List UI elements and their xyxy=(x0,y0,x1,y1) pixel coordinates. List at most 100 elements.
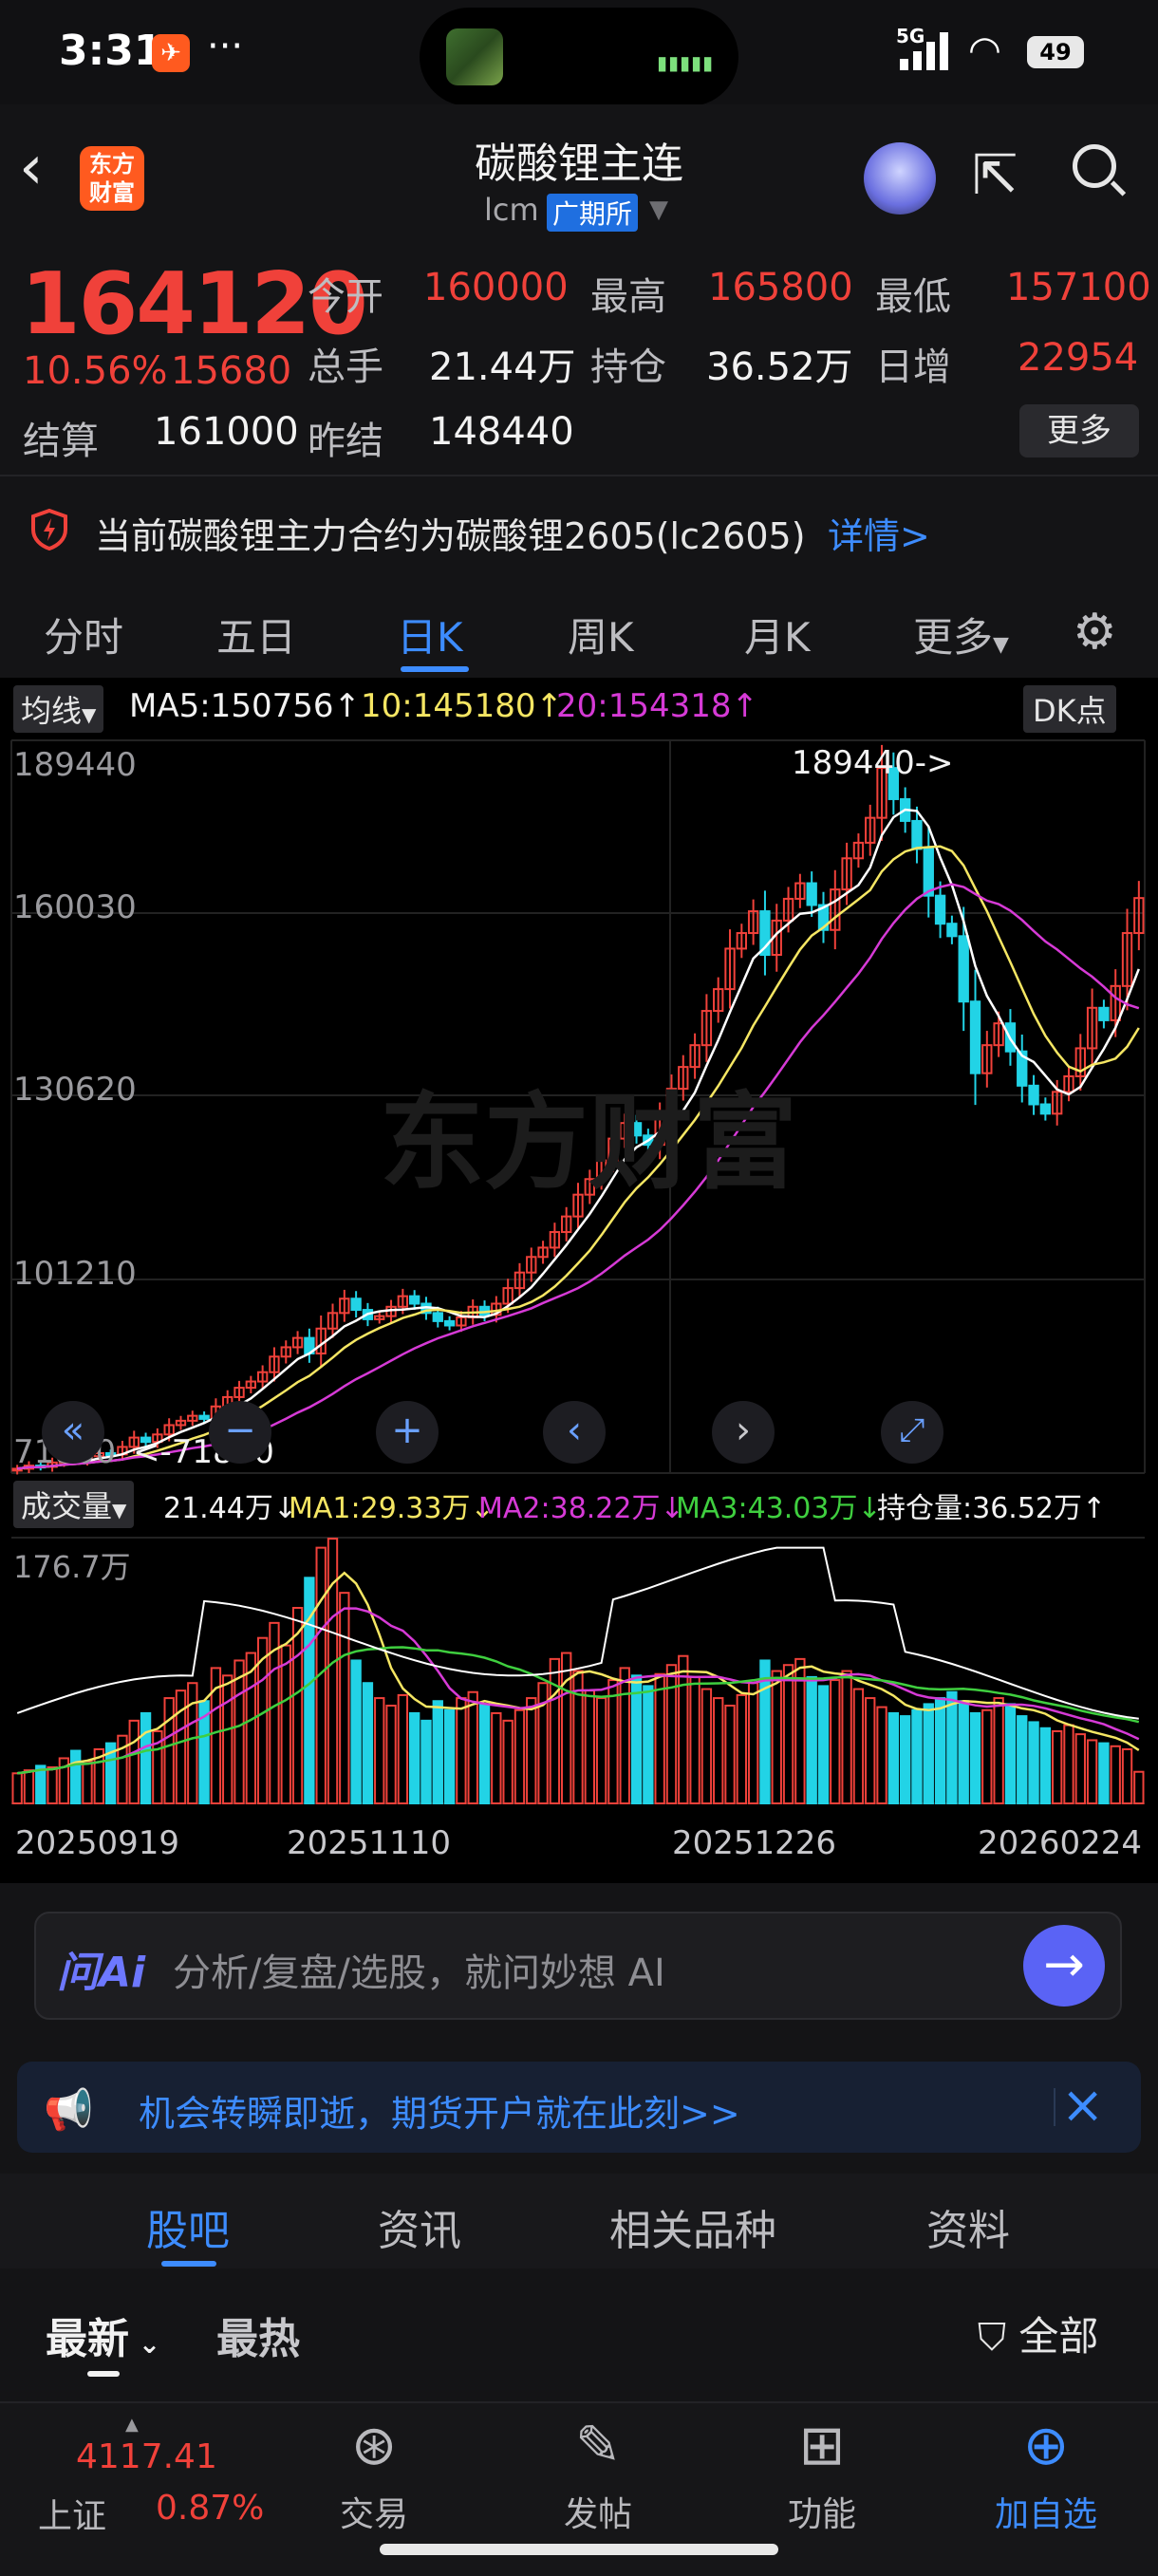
volume-bar xyxy=(58,1757,70,1804)
filter-button[interactable]: ⛉ 全部 xyxy=(978,2305,1098,2362)
tab-daily-k[interactable]: 日K xyxy=(397,614,463,661)
volume-bar xyxy=(958,1700,969,1804)
back-icon[interactable]: ‹ xyxy=(19,133,44,203)
ma20-line xyxy=(17,883,1140,1470)
change-amount: 15680 xyxy=(171,349,292,393)
tab-more[interactable]: 更多▼ xyxy=(913,606,1009,663)
volume-value: 21.44万 xyxy=(429,345,576,389)
chevron-down-icon[interactable]: ▼ xyxy=(649,196,668,224)
volume-bar xyxy=(478,1703,491,1805)
index-ticker[interactable]: ▲ 4117.41 上证 0.87% xyxy=(0,2403,264,2536)
contract-code[interactable]: lcm xyxy=(484,192,539,228)
gear-icon[interactable]: ⚙ xyxy=(1073,604,1117,661)
nav-trade-label: 交易 xyxy=(339,2495,408,2534)
volume-bar xyxy=(420,1719,432,1805)
volume-bar xyxy=(187,1682,198,1804)
promo-banner[interactable]: 📢 机会转瞬即逝，期货开户就在此刻>> × xyxy=(17,2062,1141,2153)
tab-monthly-k[interactable]: 月K xyxy=(744,614,811,661)
tab-intraday[interactable]: 分时 xyxy=(44,614,124,661)
candle-body xyxy=(794,882,806,900)
send-arrow-icon[interactable]: → xyxy=(1023,1925,1105,2007)
volume-bar xyxy=(1086,1739,1098,1805)
tab-weekly-k[interactable]: 周K xyxy=(568,614,634,661)
search-icon[interactable] xyxy=(1073,144,1116,188)
candle-body xyxy=(443,1319,456,1327)
sort-latest[interactable]: 最新 ⌄ xyxy=(46,2305,160,2365)
volume-bar xyxy=(408,1711,420,1804)
candle-body xyxy=(408,1295,420,1305)
nav-functions-label: 功能 xyxy=(787,2495,856,2534)
nav-trade[interactable]: ⊛ 交易 xyxy=(279,2403,469,2536)
volume-bar xyxy=(689,1675,700,1805)
share-icon[interactable]: ⇱ xyxy=(972,142,1018,207)
volume-bar xyxy=(630,1674,643,1805)
candle-body xyxy=(339,1297,350,1315)
tab-profile[interactable]: 资料 xyxy=(926,2207,1010,2255)
volume-bar xyxy=(35,1764,47,1805)
candle-body xyxy=(876,767,887,819)
candle-body xyxy=(163,1424,175,1436)
volume-bar xyxy=(665,1664,678,1804)
candle-body xyxy=(817,904,830,931)
candle-body xyxy=(1121,932,1133,987)
nav-post[interactable]: ✎ 发帖 xyxy=(503,2403,693,2536)
vol-ma2-line xyxy=(17,1607,1140,1775)
promo-divider xyxy=(1054,2088,1055,2126)
dynamic-island: ▮▮▮▮▮ xyxy=(420,8,738,106)
zoom-out-icon[interactable]: − xyxy=(209,1401,271,1464)
daily-increase-label: 日增 xyxy=(875,345,951,389)
brand-logo: 东方 财富 xyxy=(80,146,144,211)
date-label: 20251226 xyxy=(672,1824,837,1862)
candle-body xyxy=(537,1246,549,1259)
tab-guba[interactable]: 股吧 xyxy=(146,2207,230,2255)
ma10-value: 10:145180↑ xyxy=(361,687,563,725)
tab-news[interactable]: 资讯 xyxy=(378,2207,461,2255)
dk-point-button[interactable]: DK点 xyxy=(1023,685,1116,733)
kline-chart[interactable]: 均线▼ MA5:150756↑ 10:145180↑ 20:154318↑ DK… xyxy=(0,678,1158,1883)
volume-bar xyxy=(1074,1733,1086,1804)
last-price: 164120 xyxy=(21,254,368,354)
nav-add-watchlist[interactable]: ⊕ 加自选 xyxy=(951,2403,1141,2536)
vol-tag-label: 成交量 xyxy=(21,1488,113,1524)
candle-body xyxy=(269,1355,280,1373)
date-label: 20251110 xyxy=(287,1824,452,1862)
tab-more-label: 更多 xyxy=(913,614,994,661)
scroll-left-icon[interactable]: ‹ xyxy=(543,1401,606,1464)
candle-body xyxy=(830,888,841,931)
volume-bar xyxy=(595,1697,607,1804)
exchange-badge[interactable]: 广期所 xyxy=(547,194,639,232)
daily-increase-value: 22954 xyxy=(1018,336,1139,380)
scroll-start-icon[interactable]: « xyxy=(42,1401,104,1464)
more-button[interactable]: 更多 xyxy=(1019,404,1139,457)
indicator-selector[interactable]: 成交量▼ xyxy=(13,1481,135,1528)
volume-bar xyxy=(456,1697,467,1804)
candle-body xyxy=(526,1256,537,1274)
volume-bar xyxy=(911,1708,923,1805)
close-icon[interactable]: × xyxy=(1061,2075,1105,2135)
volume-bar xyxy=(280,1644,291,1804)
tab-related[interactable]: 相关品种 xyxy=(609,2207,776,2255)
volume-bar xyxy=(887,1711,900,1804)
ai-assistant-icon[interactable] xyxy=(864,142,936,215)
candle-body xyxy=(1017,1050,1028,1087)
notice-details-link[interactable]: 详情> xyxy=(828,515,930,557)
ma-selector[interactable]: 均线▼ xyxy=(13,685,104,733)
live-activity-thumbnail xyxy=(446,28,503,85)
scroll-right-icon[interactable]: › xyxy=(712,1401,775,1464)
tab-five-day[interactable]: 五日 xyxy=(216,614,297,661)
main-contract-notice[interactable]: 当前碳酸锂主力合约为碳酸锂2605(lc2605) 详情> xyxy=(0,475,1158,585)
fullscreen-icon[interactable]: ⤢ xyxy=(881,1401,943,1464)
plus-circle-icon: ⊕ xyxy=(1022,2413,1070,2477)
volume-bar xyxy=(491,1711,502,1804)
volume-bar xyxy=(175,1689,187,1805)
index-change: 0.87% xyxy=(156,2489,265,2528)
sort-hottest[interactable]: 最热 xyxy=(216,2315,300,2363)
nav-functions[interactable]: ⊞ 功能 xyxy=(727,2403,917,2536)
candle-body xyxy=(514,1271,526,1290)
candle-body xyxy=(245,1380,257,1390)
volume-bar xyxy=(47,1765,58,1805)
volume-bar xyxy=(654,1672,665,1805)
index-value: 4117.41 xyxy=(76,2437,217,2476)
ai-question-input[interactable]: 问Ai 分析/复盘/选股，就问妙想 AI → xyxy=(34,1912,1122,2020)
zoom-in-icon[interactable]: + xyxy=(376,1401,439,1464)
